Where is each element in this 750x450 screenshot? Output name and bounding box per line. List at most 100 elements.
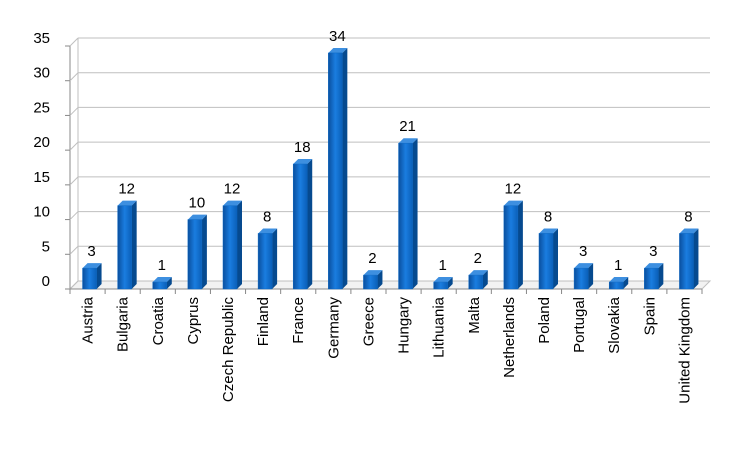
bar-group (644, 263, 664, 290)
bar (257, 233, 273, 290)
bar (117, 205, 132, 290)
bar-top (468, 270, 488, 276)
bar-top (152, 277, 172, 283)
bar-side (588, 263, 594, 289)
grid-line-side (69, 280, 79, 290)
bar-group (468, 270, 488, 290)
bar-side (377, 270, 383, 289)
x-tick-label: Finland (255, 297, 272, 346)
bar (608, 281, 624, 290)
data-label: 1 (438, 257, 446, 274)
data-label: 18 (294, 139, 311, 156)
bar-top (82, 263, 102, 269)
bar-group (538, 228, 558, 290)
x-tick-label: Cyprus (185, 297, 202, 345)
grid-line-side (69, 72, 79, 82)
data-label: 1 (614, 257, 622, 274)
bar-side (166, 277, 172, 289)
bar-side (447, 277, 453, 289)
bar-group (82, 263, 102, 290)
bar (573, 267, 589, 290)
bar-side (96, 263, 102, 289)
bar-side (272, 228, 278, 289)
bar-group (187, 214, 207, 290)
x-tick-label: United Kingdom (676, 297, 693, 404)
bar-side (658, 263, 664, 289)
bar-group (152, 277, 172, 290)
x-tick-label: Malta (466, 296, 483, 333)
x-tick-label: Spain (641, 297, 658, 335)
data-label: 8 (544, 208, 552, 225)
bar (363, 274, 378, 290)
x-tick-label: Portugal (571, 297, 588, 353)
grid-line-side (69, 141, 79, 151)
grid-line-side (69, 176, 79, 186)
y-tick-label: 5 (42, 238, 50, 255)
x-tick-label: Croatia (150, 296, 167, 345)
bar (152, 281, 168, 290)
y-tick-label: 15 (33, 169, 50, 186)
bar-top (574, 263, 594, 269)
bar-top (398, 138, 418, 144)
data-label: 1 (158, 257, 166, 274)
bar-top (503, 200, 523, 206)
x-tick-label: France (290, 297, 307, 344)
bar (187, 219, 203, 290)
bar (328, 52, 343, 290)
data-label: 21 (399, 118, 416, 135)
data-label: 12 (224, 181, 241, 198)
bar-top (433, 277, 453, 283)
data-label: 2 (368, 250, 376, 267)
data-label: 3 (87, 243, 95, 260)
data-label: 8 (684, 208, 692, 225)
bar-top (223, 200, 242, 206)
grid-line-side (69, 245, 79, 255)
bar-group (679, 228, 699, 290)
x-tick-label: Hungary (396, 297, 413, 354)
y-tick-label: 20 (33, 134, 50, 151)
bar (398, 142, 413, 290)
bar-top (187, 214, 207, 220)
x-tick-label: Greece (360, 297, 377, 346)
bar-side (412, 138, 418, 289)
x-tick-label: Germany (325, 297, 342, 359)
bar-group (292, 159, 313, 290)
y-tick-label: 30 (33, 65, 50, 82)
bar (222, 205, 238, 290)
bar-group (433, 277, 453, 290)
grid-line-side (69, 211, 79, 220)
data-label: 3 (579, 243, 587, 260)
y-tick-label: 35 (33, 30, 50, 47)
bar-group (328, 47, 348, 290)
bar-group (573, 263, 594, 290)
bar-side (131, 200, 137, 289)
bar (644, 267, 659, 290)
x-tick-label: Netherlands (501, 297, 518, 378)
bar (503, 205, 519, 290)
bar-group (222, 200, 242, 290)
bar-side (307, 159, 313, 289)
bar-top (117, 200, 137, 206)
x-tick-label: Austria (80, 296, 97, 343)
bar-group (503, 200, 523, 290)
bar-side (482, 270, 488, 289)
grid-line-side (69, 37, 79, 47)
data-label: 12 (118, 181, 135, 198)
bar-side (623, 277, 629, 289)
bar-group (117, 200, 137, 290)
data-label: 8 (263, 208, 271, 225)
grid-line-side (69, 107, 79, 116)
bar (679, 233, 694, 290)
y-tick-label: 25 (33, 99, 50, 116)
y-tick-label: 0 (42, 273, 50, 290)
bar-group (257, 228, 278, 290)
bar-group (363, 270, 383, 290)
bar-side (553, 228, 558, 289)
bar-side (201, 214, 207, 289)
bar (538, 233, 554, 290)
data-label: 2 (474, 250, 482, 267)
bar (468, 274, 484, 290)
bar-top (539, 228, 558, 234)
bar-top (258, 228, 278, 234)
bar-top (363, 270, 383, 276)
